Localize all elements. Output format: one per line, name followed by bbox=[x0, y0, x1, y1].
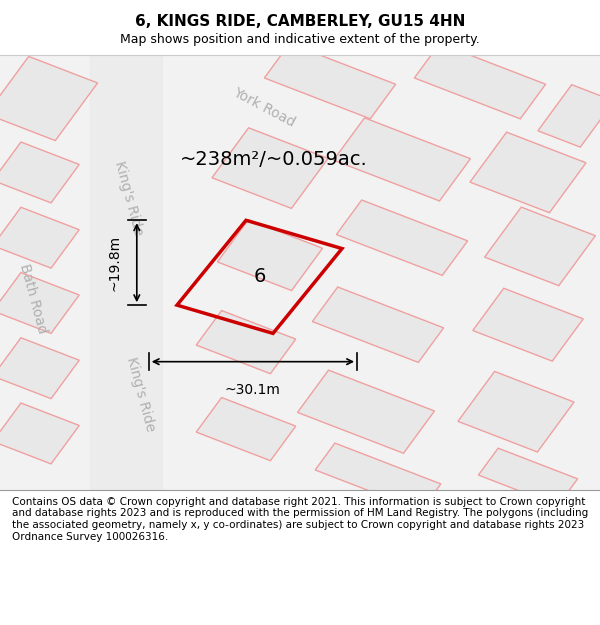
Polygon shape bbox=[478, 448, 578, 506]
Polygon shape bbox=[337, 200, 467, 276]
Polygon shape bbox=[217, 219, 323, 291]
Polygon shape bbox=[458, 371, 574, 452]
Text: Map shows position and indicative extent of the property.: Map shows position and indicative extent… bbox=[120, 34, 480, 46]
Polygon shape bbox=[538, 84, 600, 147]
Polygon shape bbox=[0, 272, 79, 333]
Text: York Road: York Road bbox=[230, 85, 298, 129]
Polygon shape bbox=[0, 56, 98, 141]
Text: Contains OS data © Crown copyright and database right 2021. This information is : Contains OS data © Crown copyright and d… bbox=[12, 497, 588, 541]
Polygon shape bbox=[473, 288, 583, 361]
Polygon shape bbox=[0, 142, 79, 203]
Text: ~19.8m: ~19.8m bbox=[108, 234, 122, 291]
Polygon shape bbox=[0, 338, 79, 399]
Polygon shape bbox=[315, 443, 441, 511]
Text: ~238m²/~0.059ac.: ~238m²/~0.059ac. bbox=[180, 150, 368, 169]
Polygon shape bbox=[298, 370, 434, 453]
Polygon shape bbox=[212, 128, 328, 208]
Text: Bath Road: Bath Road bbox=[17, 262, 49, 335]
Polygon shape bbox=[0, 403, 79, 464]
Polygon shape bbox=[334, 118, 470, 201]
Text: King's Ride: King's Ride bbox=[112, 159, 146, 238]
Polygon shape bbox=[196, 398, 296, 461]
Polygon shape bbox=[485, 207, 595, 286]
Text: King's Ride: King's Ride bbox=[124, 356, 158, 433]
Polygon shape bbox=[90, 55, 162, 490]
Text: 6: 6 bbox=[253, 268, 266, 286]
Polygon shape bbox=[196, 311, 296, 374]
Polygon shape bbox=[265, 43, 395, 119]
Polygon shape bbox=[313, 287, 443, 362]
Text: ~30.1m: ~30.1m bbox=[225, 383, 281, 398]
Polygon shape bbox=[0, 208, 79, 268]
Polygon shape bbox=[415, 43, 545, 119]
Polygon shape bbox=[470, 132, 586, 212]
Text: 6, KINGS RIDE, CAMBERLEY, GU15 4HN: 6, KINGS RIDE, CAMBERLEY, GU15 4HN bbox=[135, 14, 465, 29]
